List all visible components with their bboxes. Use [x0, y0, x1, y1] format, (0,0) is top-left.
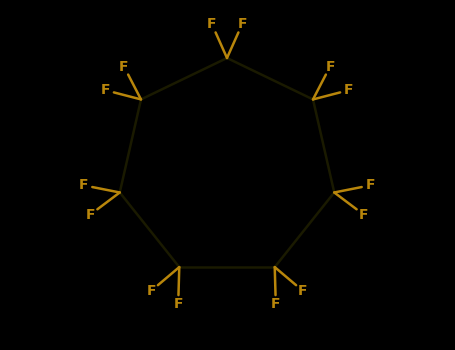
Text: F: F [119, 60, 129, 74]
Text: F: F [238, 17, 247, 31]
Text: F: F [271, 297, 281, 311]
Text: F: F [86, 208, 95, 222]
Text: F: F [325, 60, 335, 74]
Text: F: F [79, 178, 88, 192]
Text: F: F [146, 284, 156, 298]
Text: F: F [359, 208, 369, 222]
Text: F: F [101, 83, 110, 97]
Text: F: F [207, 17, 217, 31]
Text: F: F [344, 83, 354, 97]
Text: F: F [366, 178, 375, 192]
Text: F: F [173, 297, 183, 311]
Text: F: F [298, 284, 308, 298]
